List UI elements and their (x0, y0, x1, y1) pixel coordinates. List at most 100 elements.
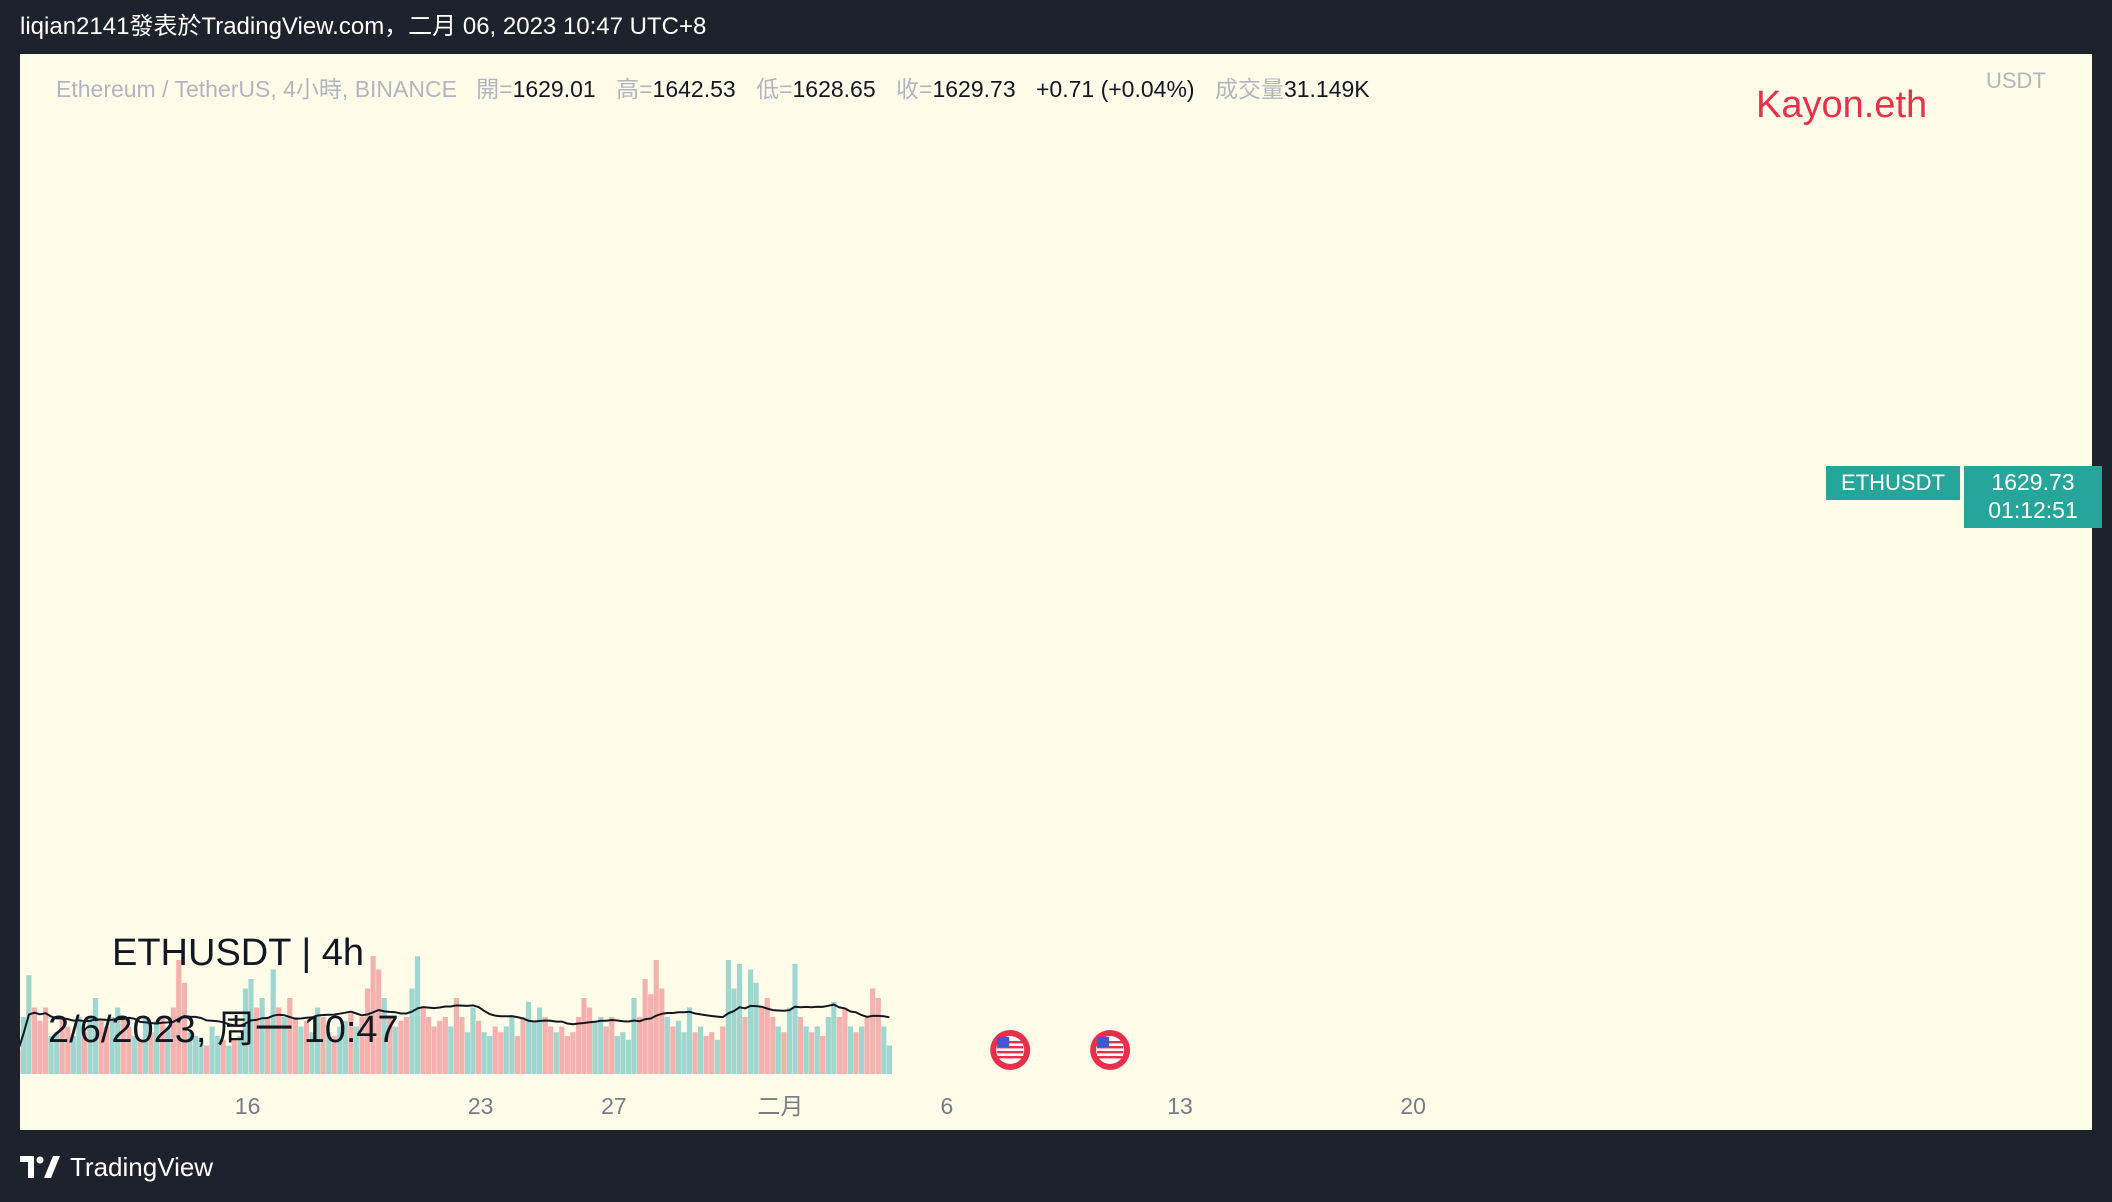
volume-bar (870, 988, 876, 1074)
footer-bar: TradingView (0, 1130, 2112, 1202)
volume-bar (564, 1036, 570, 1074)
volume-bar (287, 998, 293, 1074)
price-chart[interactable]: 1750.001700.001660.001580.001540.001510.… (20, 54, 2092, 1130)
volume-bar (542, 1017, 548, 1074)
volume-bar (87, 1017, 93, 1074)
volume-bar (514, 1036, 520, 1074)
volume-bar (570, 1032, 576, 1074)
volume-bar (215, 1036, 221, 1074)
volume-bar (670, 1026, 676, 1074)
volume-bar (598, 1017, 604, 1074)
volume-bar (92, 998, 99, 1074)
volume-bar (126, 1026, 132, 1074)
volume-bar (537, 1007, 543, 1074)
volume-bar (864, 1017, 870, 1074)
volume-bar (120, 1017, 126, 1074)
volume-bar (226, 1045, 232, 1074)
watermark-datetime: 2/6/2023, 周一 10:47 (48, 1009, 399, 1051)
volume-bar (553, 1032, 559, 1074)
volume-bar (204, 1045, 210, 1074)
volume-bar (531, 1020, 537, 1074)
flag-stripe (1097, 1051, 1124, 1054)
volume-bar (675, 1020, 681, 1074)
time-tick-label: 6 (941, 1093, 954, 1119)
volume-bar (148, 1032, 154, 1074)
volume-bar (686, 1007, 693, 1074)
volume-bar (659, 988, 665, 1074)
volume-bar (614, 1036, 620, 1074)
low-label: 低= (756, 76, 793, 102)
chart-frame[interactable]: 1750.001700.001660.001580.001540.001510.… (20, 54, 2102, 1130)
volume-bar (559, 1026, 565, 1074)
volume-bar (348, 1013, 354, 1074)
volume-bar (714, 1039, 720, 1074)
volume-bar (836, 1017, 842, 1074)
volume-bar (476, 1020, 482, 1074)
volume-bar (414, 956, 421, 1074)
volume-bar (220, 1039, 226, 1074)
volume-bar (159, 1017, 165, 1074)
open-value: 1629.01 (512, 76, 596, 102)
volume-bar (797, 1017, 804, 1074)
events-layer[interactable] (990, 1030, 1131, 1070)
volume-bar (448, 1026, 454, 1074)
flag-canton (997, 1037, 1010, 1047)
time-tick-label: 27 (601, 1093, 627, 1119)
volume-bar (886, 1045, 892, 1074)
author-annotation[interactable]: Kayon.eth (1756, 84, 1928, 126)
volume-bar (431, 1026, 437, 1074)
volume-bar (98, 1020, 104, 1074)
volume-bar (176, 960, 182, 1074)
volume-bar (625, 1039, 632, 1074)
volume-bar (720, 1026, 726, 1074)
volume-bar (842, 1007, 848, 1074)
us-flag-icon (990, 1030, 1031, 1070)
volume-bar (809, 1032, 815, 1074)
volume-bar (370, 956, 376, 1074)
volume-bar (764, 998, 770, 1074)
volume-bar (492, 1026, 498, 1074)
watermark-symbol: ETHUSDT | 4h (112, 932, 365, 974)
volume-bar (409, 988, 415, 1074)
volume-bar (248, 979, 254, 1074)
volume-bar (792, 963, 798, 1074)
volume-bar (509, 1017, 515, 1074)
close-label: 收= (896, 76, 933, 102)
volume-bar (337, 1026, 343, 1074)
volume-bar (65, 1026, 71, 1074)
volume-ma-line (20, 1003, 890, 1048)
volume-bar (376, 969, 382, 1074)
tradingview-logo[interactable]: TradingView (20, 1150, 213, 1184)
volume-bar (170, 1007, 176, 1074)
volume-bar (775, 1026, 781, 1074)
volume-bar (43, 1007, 49, 1074)
volume-bar (398, 1020, 404, 1074)
volume-bar (403, 1017, 409, 1074)
volume-bar (875, 998, 881, 1074)
publish-line: liqian2141發表於TradingView.com，二月 06, 2023… (20, 13, 707, 40)
volume-bar (853, 1032, 859, 1074)
volume-bar (309, 1032, 315, 1074)
volume-bar (681, 1032, 687, 1074)
volume-bar (231, 1039, 237, 1074)
price-unit-label: USDT (1986, 68, 2046, 93)
volume-bar (831, 1001, 837, 1074)
volume-bar (725, 960, 731, 1074)
volume-bar (420, 1007, 426, 1074)
volume-bar (426, 1017, 432, 1074)
volume-bar (692, 1032, 698, 1074)
volume-bar (237, 1036, 243, 1074)
volume-bar (459, 1017, 465, 1074)
volume-bar (331, 1036, 337, 1074)
time-axis[interactable]: 9 16 23 27 二月 6 13 20 (20, 1093, 1426, 1119)
volume-bar (498, 1032, 504, 1074)
volume-bar (109, 1017, 115, 1074)
volume-bar (26, 975, 32, 1074)
volume-bar (620, 1032, 626, 1074)
volume-bar (115, 1007, 121, 1074)
flag-stripe (997, 1056, 1024, 1059)
volume-bar (165, 1026, 171, 1074)
volume-bar (104, 1026, 110, 1074)
volume-bar (20, 1017, 26, 1074)
volume-bar (209, 1026, 215, 1074)
